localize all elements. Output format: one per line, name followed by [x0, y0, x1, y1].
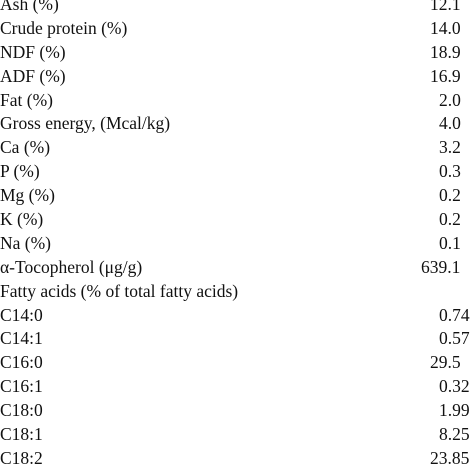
row-value: 639.1: [421, 256, 461, 277]
row-label: C18:2: [0, 447, 43, 468]
row-value: 0.32: [439, 376, 470, 397]
row-value: 16.9: [430, 65, 461, 86]
table-row: C16:0 29.5: [0, 351, 474, 375]
row-label: Mg (%): [0, 185, 55, 206]
row-value: 4.0: [439, 113, 461, 134]
table-row: Mg (%) 0.2: [0, 184, 474, 208]
row-label: Ca (%): [0, 137, 51, 158]
table-row: NDF (%) 18.9: [0, 41, 474, 65]
row-value: 14.0: [430, 17, 461, 38]
row-label: Crude protein (%): [0, 17, 128, 38]
row-label: C18:1: [0, 424, 43, 445]
row-value: 0.1: [439, 232, 461, 253]
row-label: ADF (%): [0, 65, 66, 86]
table-row: Crude protein (%) 14.0: [0, 17, 474, 41]
table-row: Na (%) 0.1: [0, 232, 474, 256]
table-row: C14:1 0.57: [0, 327, 474, 351]
row-label: C16:0: [0, 352, 43, 373]
row-value: 0.2: [439, 185, 461, 206]
row-label: α-Tocopherol (μg/g): [0, 256, 143, 277]
section-label: Fatty acids (% of total fatty acids): [0, 280, 239, 301]
row-label: C14:0: [0, 304, 43, 325]
row-value: 23.85: [430, 447, 470, 468]
table-row: C18:1 8.25: [0, 423, 474, 447]
row-value: 8.25: [439, 424, 470, 445]
row-label: P (%): [0, 161, 40, 182]
row-value: 1.99: [439, 400, 470, 421]
row-label: Na (%): [0, 232, 52, 253]
table-row: C18:2 23.85: [0, 447, 474, 471]
row-value: 0.3: [439, 161, 461, 182]
table-row: C18:0 1.99: [0, 399, 474, 423]
table-row: Fat (%) 2.0: [0, 89, 474, 113]
table-row: Ash (%) 12.1: [0, 0, 474, 17]
table-row: C16:1 0.32: [0, 375, 474, 399]
row-value: 2.0: [439, 89, 461, 110]
table-row: P (%) 0.3: [0, 160, 474, 184]
row-value: 3.2: [439, 137, 461, 158]
row-value: 12.1: [430, 0, 461, 14]
row-label: C18:0: [0, 400, 43, 421]
row-value: 0.2: [439, 209, 461, 230]
table-row: Ca (%) 3.2: [0, 136, 474, 160]
row-label: Gross energy, (Mcal/kg): [0, 113, 171, 134]
table-row: C14:0 0.74: [0, 304, 474, 328]
table-row: ADF (%) 16.9: [0, 65, 474, 89]
table-row: Gross energy, (Mcal/kg) 4.0: [0, 112, 474, 136]
row-value: 0.74: [439, 304, 470, 325]
row-label: Fat (%): [0, 89, 53, 110]
row-label: K (%): [0, 209, 44, 230]
table-row: K (%) 0.2: [0, 208, 474, 232]
row-value: 18.9: [430, 41, 461, 62]
row-label: C16:1: [0, 376, 43, 397]
table-section-header: Fatty acids (% of total fatty acids): [0, 280, 474, 304]
table-row: α-Tocopherol (μg/g) 639.1: [0, 256, 474, 280]
row-value: 29.5: [430, 352, 461, 373]
row-label: C14:1: [0, 328, 43, 349]
row-label: Ash (%): [0, 0, 59, 14]
row-value: 0.57: [439, 328, 470, 349]
row-label: NDF (%): [0, 41, 66, 62]
